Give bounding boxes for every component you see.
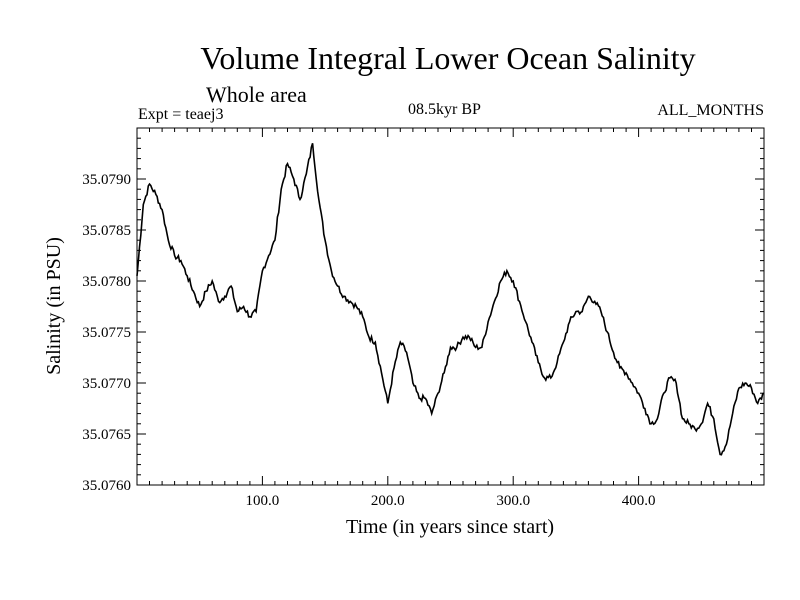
x-tick-label: 200.0: [371, 493, 405, 509]
y-tick-label: 35.0790: [82, 172, 131, 188]
x-tick-label: 100.0: [246, 493, 280, 509]
period-label: 08.5kyr BP: [408, 101, 481, 118]
series-line-salinity: [136, 143, 765, 456]
x-tick-labels: 100.0 200.0 300.0 400.0: [246, 493, 656, 509]
y-tick-label: 35.0770: [82, 376, 131, 392]
y-tick-label: 35.0765: [82, 427, 131, 443]
months-label: ALL_MONTHS: [657, 102, 764, 119]
y-tick-label: 35.0760: [82, 478, 131, 494]
y-axis-label: Salinity (in PSU): [43, 237, 65, 375]
x-tick-label: 300.0: [496, 493, 530, 509]
chart-title: Volume Integral Lower Ocean Salinity: [200, 40, 696, 76]
y-tick-label: 35.0775: [82, 325, 131, 341]
x-tick-label: 400.0: [622, 493, 656, 509]
y-tick-label: 35.0780: [82, 274, 131, 290]
plot-frame: [136, 127, 765, 486]
x-axis-label: Time (in years since start): [346, 516, 554, 538]
y-tick-labels: 35.0760 35.0765 35.0770 35.0775 35.0780 35.07…: [82, 172, 131, 494]
tick-marks: [136, 127, 765, 486]
experiment-label: Expt = teaej3: [138, 106, 224, 123]
y-tick-label: 35.0785: [82, 223, 131, 239]
chart-subtitle: Whole area: [206, 82, 307, 107]
